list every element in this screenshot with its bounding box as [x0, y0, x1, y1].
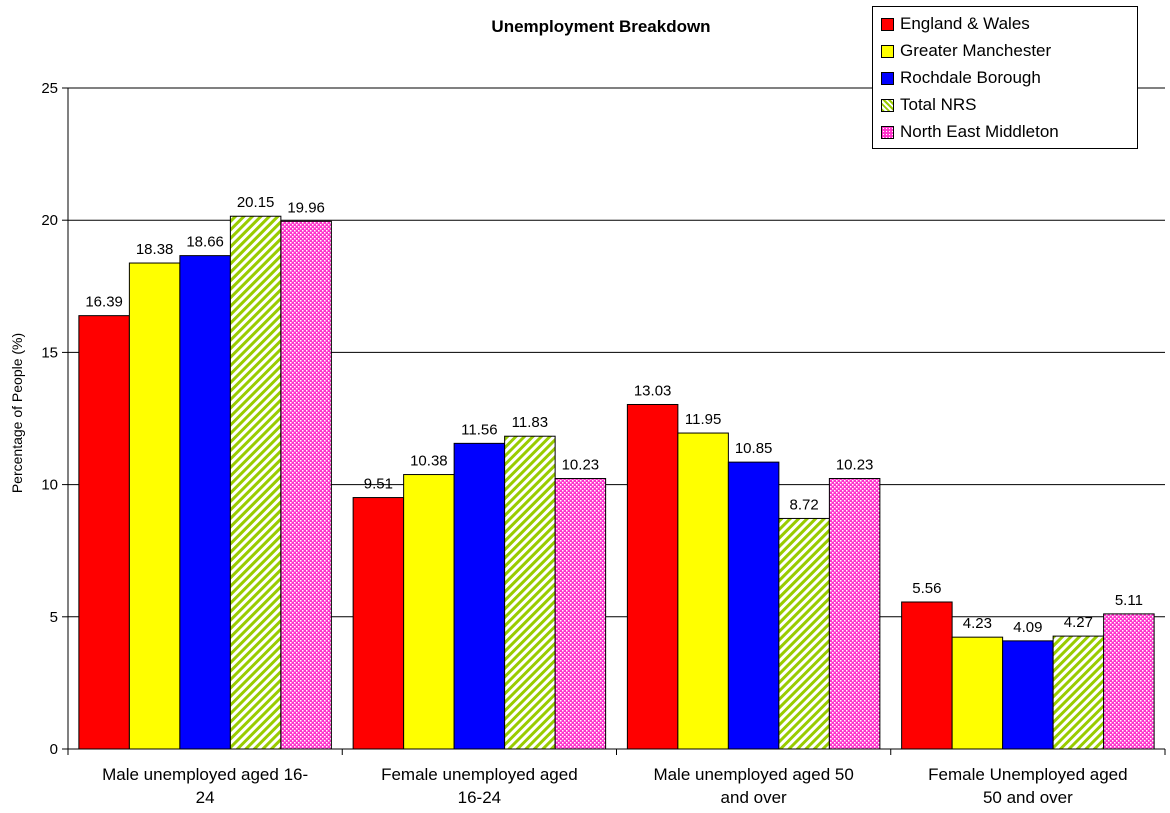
data-label: 10.23: [562, 457, 600, 474]
y-tick-label: 20: [41, 212, 58, 229]
legend-swatch: [881, 71, 894, 85]
y-axis-label: Percentage of People (%): [9, 333, 25, 493]
x-tick-label: Male unemployed aged 16-: [102, 765, 308, 784]
bar: [128, 262, 181, 750]
bar: [778, 517, 830, 750]
legend-swatch: [881, 98, 894, 112]
data-label: 11.83: [512, 414, 548, 431]
bars: [78, 215, 1155, 750]
data-label: 8.72: [790, 496, 819, 513]
data-label: 11.56: [461, 421, 497, 438]
bar: [1052, 635, 1105, 750]
x-tick-label: and over: [721, 788, 787, 807]
bar: [78, 315, 130, 750]
data-label: 18.66: [186, 234, 224, 251]
legend-item: Greater Manchester: [881, 38, 1051, 64]
bar: [352, 497, 405, 750]
legend-item: Total NRS: [881, 92, 977, 118]
x-tick-label: 24: [196, 788, 215, 807]
data-label: 10.23: [836, 457, 874, 474]
x-tick-label: Male unemployed aged 50: [653, 765, 853, 784]
legend: England & Wales Greater Manchester Rochdal…: [872, 6, 1138, 149]
bar: [626, 403, 679, 750]
data-labels: 16.39 18.38 18.66 20.15 19.96 9.51 10.38 11.56 1…: [85, 194, 1143, 636]
data-label: 20.15: [237, 194, 275, 211]
legend-item: England & Wales: [881, 11, 1030, 37]
bar: [951, 636, 1004, 750]
bar: [504, 435, 556, 750]
x-tick-label: Female unemployed aged: [381, 765, 578, 784]
data-label: 10.38: [410, 453, 448, 470]
legend-swatch: [881, 125, 894, 139]
bar: [727, 461, 780, 750]
bar: [1002, 640, 1054, 750]
bar: [280, 220, 332, 750]
legend-label: Rochdale Borough: [900, 68, 1041, 87]
bar: [179, 255, 231, 750]
data-label: 11.95: [685, 411, 721, 428]
data-label: 16.39: [85, 294, 123, 311]
data-label: 4.27: [1064, 614, 1093, 631]
data-label: 19.96: [287, 199, 325, 216]
bar: [901, 601, 953, 750]
y-tick-label: 15: [41, 344, 58, 361]
y-tick-label: 0: [50, 741, 58, 758]
bar: [229, 215, 282, 750]
data-label: 9.51: [364, 476, 393, 493]
bar: [677, 432, 729, 750]
bar: [453, 442, 506, 750]
data-label: 13.03: [634, 382, 672, 399]
data-label: 10.85: [735, 440, 773, 457]
bar: [554, 478, 607, 750]
data-label: 4.09: [1013, 619, 1042, 636]
legend-swatch: [881, 44, 894, 58]
data-label: 5.56: [912, 580, 941, 597]
x-tick-label: 16-24: [458, 788, 501, 807]
legend-label: North East Middleton: [900, 122, 1059, 141]
legend-label: Total NRS: [900, 95, 977, 114]
chart-title: Unemployment Breakdown: [491, 17, 710, 36]
y-tick-label: 5: [50, 609, 58, 626]
data-label: 18.38: [136, 241, 174, 258]
x-tick-label: Female Unemployed aged: [928, 765, 1127, 784]
legend-swatch: [881, 17, 894, 31]
data-label: 4.23: [963, 615, 992, 632]
bar: [403, 474, 455, 750]
y-tick-label: 10: [41, 477, 58, 494]
y-tick-label: 25: [41, 80, 58, 97]
data-label: 5.11: [1115, 592, 1143, 609]
legend-item: North East Middleton: [881, 119, 1059, 145]
legend-item: Rochdale Borough: [881, 65, 1041, 91]
legend-label: Greater Manchester: [900, 41, 1052, 60]
legend-label: England & Wales: [900, 14, 1030, 33]
axes: 0 5 10 15 20 25 Male unemployed aged 16- 24 Fema…: [41, 80, 1166, 807]
bar: [1103, 613, 1155, 750]
x-tick-label: 50 and over: [983, 788, 1073, 807]
bar: [828, 478, 881, 750]
